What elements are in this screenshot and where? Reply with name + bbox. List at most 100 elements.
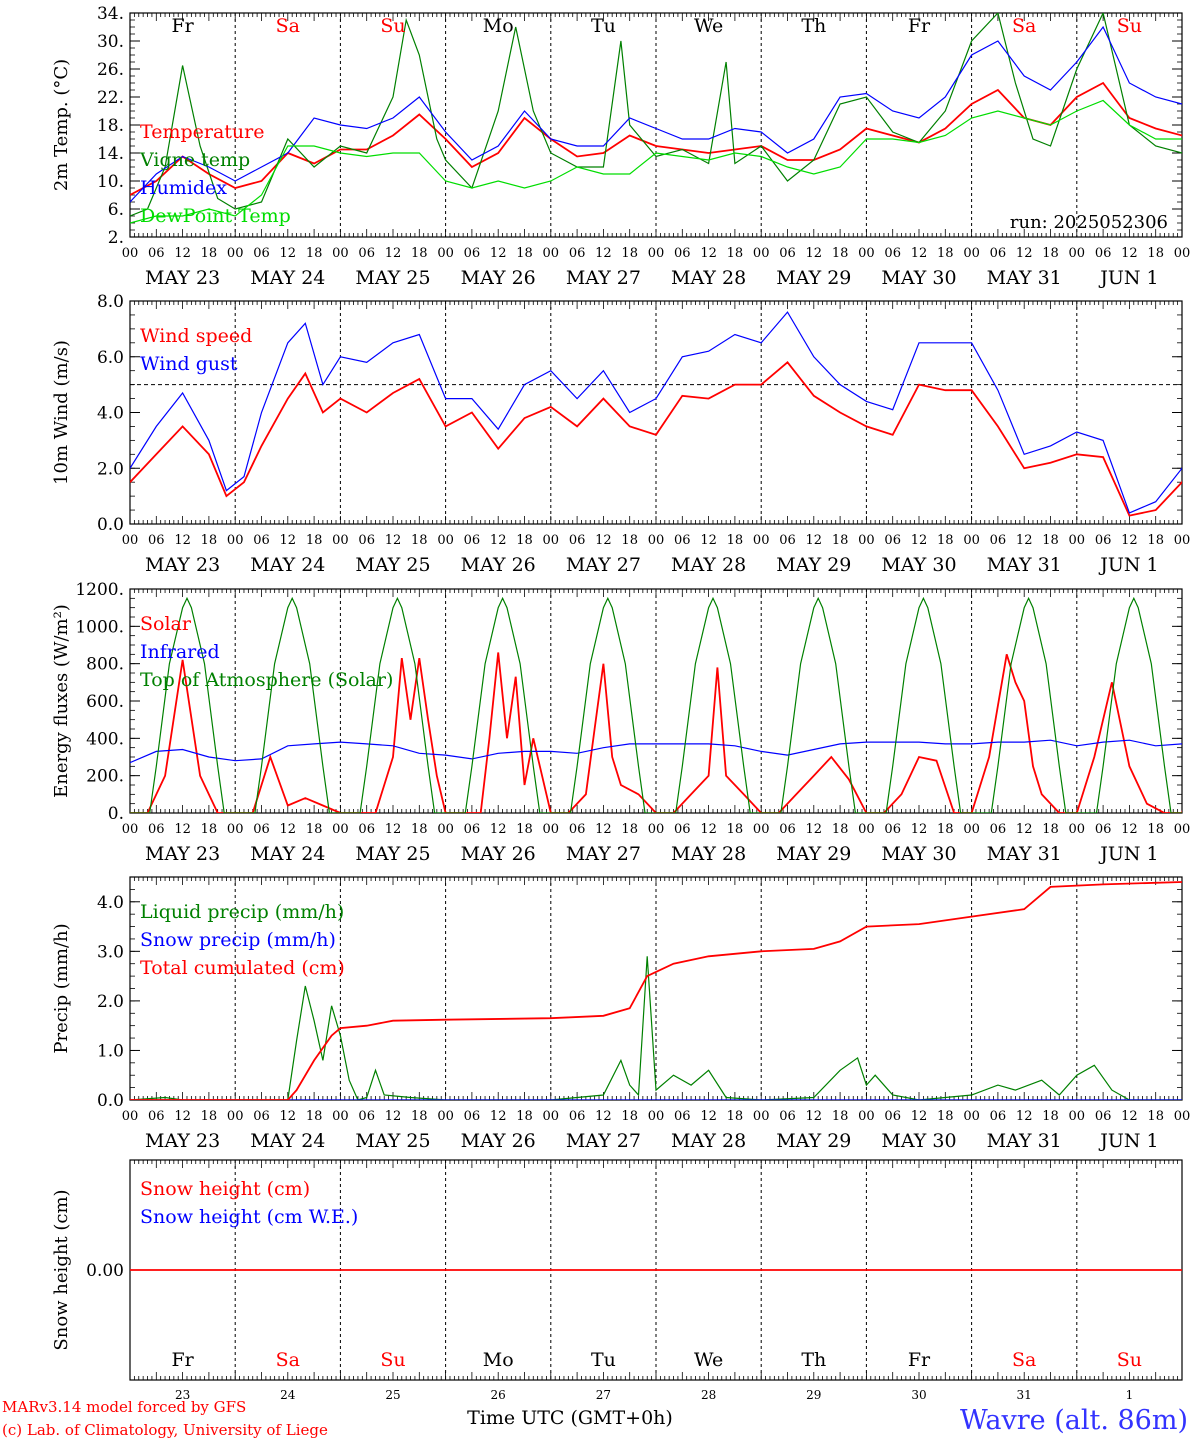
station-title: Wavre (alt. 86m) [960,1405,1188,1436]
x-hour-label: 12 [1016,822,1033,837]
x-hour-label: 06 [674,533,691,548]
legend-entry: Wind gust [140,353,238,375]
x-hour-label: 12 [595,1109,612,1124]
x-hour-label: 00 [122,246,139,261]
day-number-label: 23 [175,1388,190,1402]
x-hour-label: 18 [727,533,744,548]
panel-2: 0.0 2.0 4.0 6.0 8.0 10m Wind (m/s) Wind speed W… [51,292,1190,576]
y-tick-label: 800. [86,655,124,675]
x-hour-label: 18 [937,822,954,837]
weekday-label: Th [801,15,826,37]
x-hour-label: 00 [543,246,560,261]
weekday-label: Sa [1012,1349,1036,1371]
x-day-label: JUN 1 [1098,1130,1158,1152]
x-hour-label: 06 [884,533,901,548]
x-hour-label: 00 [437,533,454,548]
x-day-label: MAY 31 [987,843,1062,865]
legend-entry: Snow precip (mm/h) [140,929,336,951]
x-day-label: MAY 25 [355,267,430,289]
x-hour-label: 00 [437,246,454,261]
x-hour-label: 00 [1174,1109,1191,1124]
x-hour-label: 06 [253,822,270,837]
x-hour-label: 12 [595,533,612,548]
x-hour-label: 06 [779,533,796,548]
weekday-label: Mo [483,15,514,37]
y-tick-label: 1200. [75,580,124,600]
series-line-wind-speed [130,361,1182,517]
weekday-label: Fr [171,15,194,37]
weekday-label: Sa [276,15,300,37]
x-hour-label: 06 [253,1109,270,1124]
x-hour-label: 12 [490,822,507,837]
y-axis-title: 2m Temp. (°C) [51,59,72,191]
x-hour-label: 12 [1121,246,1138,261]
y-tick-label: 6.0 [97,348,124,368]
y-tick-label: 4.0 [97,893,124,913]
x-hour-label: 18 [1147,1109,1164,1124]
weekday-label: Tu [591,1349,616,1371]
x-hour-label: 18 [937,246,954,261]
x-hour-label: 06 [1095,1109,1112,1124]
x-hour-label: 12 [490,246,507,261]
x-hour-label: 12 [700,822,717,837]
weekday-label: Su [380,15,405,37]
x-hour-label: 00 [858,822,875,837]
x-hour-label: 12 [385,246,402,261]
x-hour-label: 06 [779,246,796,261]
x-day-label: MAY 25 [355,843,430,865]
y-tick-label: 0.00 [86,1261,124,1281]
legend-entry: Total cumulated (cm) [140,957,345,979]
x-hour-label: 12 [280,246,297,261]
x-hour-label: 12 [595,246,612,261]
day-number-label: 27 [596,1388,611,1402]
legend-entry: Liquid precip (mm/h) [140,901,344,923]
x-hour-label: 00 [753,533,770,548]
x-hour-label: 12 [806,533,823,548]
day-number-label: 25 [385,1388,400,1402]
x-day-label: MAY 29 [776,267,851,289]
x-day-label: MAY 26 [461,843,536,865]
x-hour-label: 00 [648,1109,665,1124]
x-hour-label: 00 [437,1109,454,1124]
panel-3: 0. 200. 400. 600. 800. 1000. 1200.Energy fluxe… [51,580,1190,865]
x-day-label: MAY 23 [145,1130,220,1152]
x-hour-label: 18 [516,822,533,837]
x-day-label: MAY 28 [671,1130,746,1152]
x-hour-label: 18 [1042,822,1059,837]
x-hour-label: 06 [569,822,586,837]
y-tick-label: 2. [108,228,124,248]
y-tick-label: 26. [97,60,124,80]
x-hour-label: 18 [832,1109,849,1124]
x-hour-label: 00 [1069,822,1086,837]
x-hour-label: 00 [963,1109,980,1124]
x-hour-label: 18 [306,246,323,261]
x-day-label: MAY 26 [461,267,536,289]
series-line-wind-gust [130,311,1182,514]
x-hour-label: 06 [990,1109,1007,1124]
x-hour-label: 12 [1016,246,1033,261]
x-hour-label: 00 [122,822,139,837]
x-hour-label: 06 [148,533,165,548]
series-line-top-of-atmosphere-solar- [130,596,1182,813]
x-day-label: MAY 30 [881,554,956,576]
x-hour-label: 06 [779,822,796,837]
x-hour-label: 00 [227,246,244,261]
x-hour-label: 12 [385,822,402,837]
x-hour-label: 06 [990,822,1007,837]
legend-entry: Snow height (cm) [140,1178,310,1200]
x-hour-label: 00 [753,1109,770,1124]
x-hour-label: 12 [280,533,297,548]
x-hour-label: 18 [937,1109,954,1124]
x-hour-label: 00 [1069,246,1086,261]
x-day-label: MAY 24 [250,1130,325,1152]
y-tick-label: 4.0 [97,404,124,424]
day-number-label: 26 [491,1388,506,1402]
x-hour-label: 06 [779,1109,796,1124]
x-day-label: MAY 31 [987,1130,1062,1152]
x-hour-label: 12 [174,246,191,261]
x-day-label: MAY 26 [461,1130,536,1152]
x-hour-label: 12 [700,246,717,261]
y-tick-label: 2.0 [97,459,124,479]
x-hour-label: 00 [753,246,770,261]
x-day-label: MAY 28 [671,267,746,289]
